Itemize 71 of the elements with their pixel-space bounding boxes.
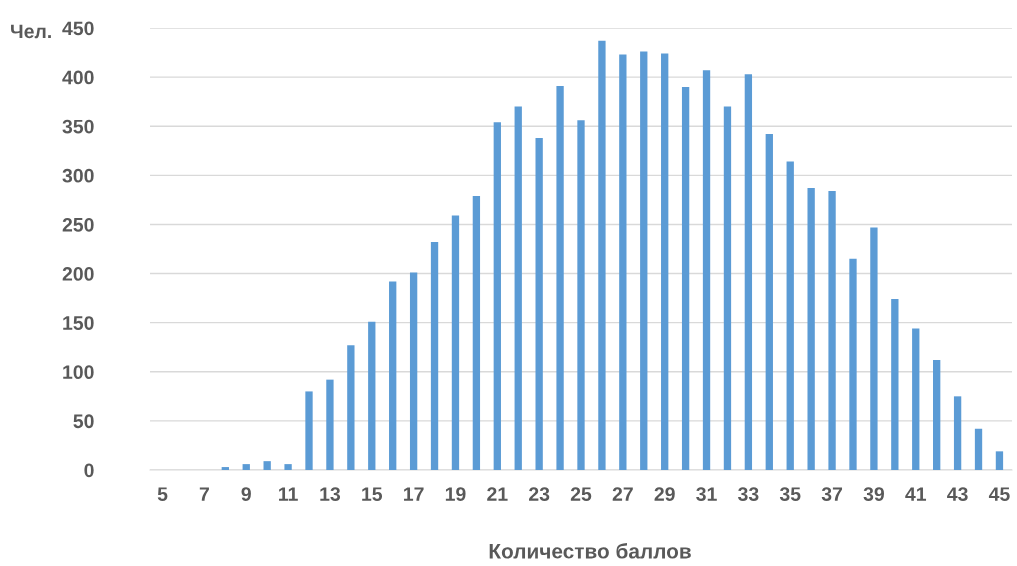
x-tick-label: 31	[696, 487, 717, 501]
x-tick-label: 41	[905, 487, 927, 501]
bar	[409, 272, 418, 470]
y-tick-label: 350	[62, 119, 94, 134]
x-tick-label: 9	[241, 487, 251, 501]
bar	[368, 321, 376, 470]
y-tick-label: 150	[63, 316, 94, 330]
bar	[786, 161, 794, 470]
bar	[702, 70, 711, 470]
bar	[744, 74, 753, 470]
y-tick-label: 200	[62, 267, 94, 281]
x-tick-label: 27	[612, 487, 633, 501]
bar	[619, 54, 627, 470]
x-tick-label: 5	[157, 487, 168, 501]
y-tick-label: 300	[62, 168, 94, 183]
bar	[326, 379, 334, 470]
bar	[598, 40, 606, 470]
y-tick-label: 400	[62, 70, 94, 85]
bar	[242, 464, 250, 470]
bar	[828, 191, 836, 470]
x-tick-label: 13	[320, 487, 341, 501]
bar	[933, 359, 941, 470]
x-tick-label: 21	[487, 487, 508, 501]
bar	[681, 86, 690, 470]
x-axis-title: Количество баллов	[489, 543, 691, 559]
bar	[974, 428, 983, 470]
y-axis-title: Чел.	[11, 24, 51, 39]
bar	[661, 53, 669, 470]
bar	[556, 85, 564, 470]
x-tick-label: 43	[947, 487, 968, 501]
bar	[493, 122, 501, 470]
y-tick-label: 250	[62, 217, 94, 232]
bar	[263, 461, 271, 470]
bar	[995, 451, 1004, 470]
bar	[912, 328, 920, 470]
bar	[891, 299, 899, 470]
x-tick-label: 35	[779, 487, 801, 501]
bar	[284, 464, 292, 470]
x-tick-label: 19	[445, 487, 466, 501]
bar	[535, 138, 543, 470]
bar	[221, 467, 229, 470]
y-tick-label: 450	[62, 21, 94, 36]
bar	[723, 106, 732, 470]
x-tick-label: 33	[738, 487, 759, 501]
x-tick-label: 39	[863, 487, 885, 501]
x-tick-label: 37	[821, 487, 843, 501]
y-tick-label: 100	[63, 365, 94, 380]
y-tick-label: 50	[73, 414, 94, 429]
bar	[807, 188, 815, 470]
bar	[953, 396, 962, 470]
x-tick-label: 45	[988, 487, 1010, 501]
bar	[849, 258, 857, 470]
bar	[305, 391, 313, 470]
x-tick-label: 7	[199, 487, 209, 501]
x-tick-label: 17	[404, 487, 424, 501]
bar	[870, 227, 878, 470]
bar	[577, 120, 585, 470]
bar	[765, 134, 773, 470]
x-tick-label: 25	[570, 487, 592, 501]
x-tick-label: 15	[362, 487, 383, 501]
bar	[472, 195, 481, 470]
x-tick-label: 23	[529, 487, 550, 501]
x-tick-label: 11	[279, 487, 298, 501]
bar	[514, 106, 522, 470]
bar	[389, 281, 397, 470]
bar	[640, 51, 648, 470]
x-tick-label: 29	[654, 487, 675, 501]
bar	[451, 215, 460, 470]
bar	[347, 345, 355, 470]
y-tick-label: 0	[84, 463, 94, 478]
bar	[430, 242, 439, 470]
